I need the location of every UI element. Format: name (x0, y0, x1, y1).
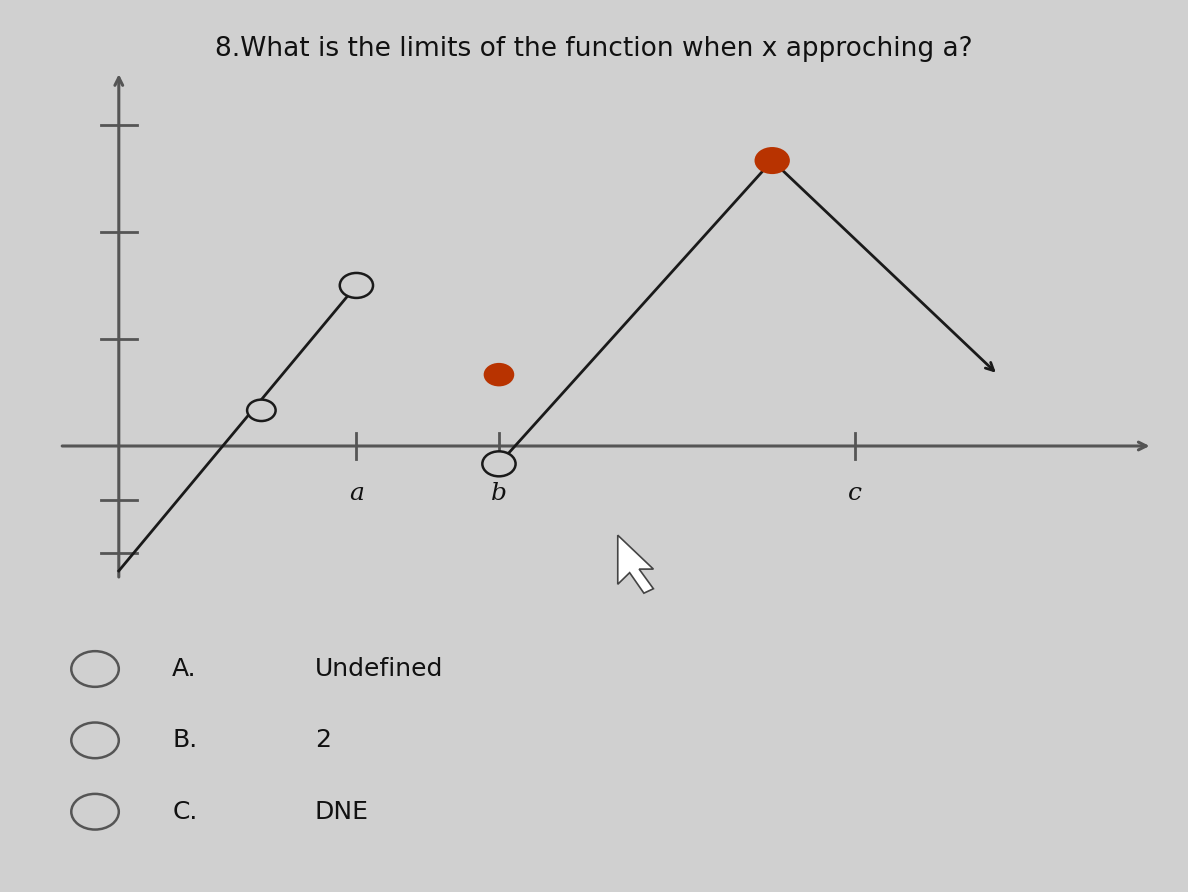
Text: C.: C. (172, 800, 197, 823)
Circle shape (247, 400, 276, 421)
Text: 2: 2 (315, 729, 330, 752)
Text: B.: B. (172, 729, 197, 752)
Text: a: a (349, 482, 364, 505)
Circle shape (340, 273, 373, 298)
Circle shape (756, 148, 789, 173)
Text: Undefined: Undefined (315, 657, 443, 681)
Circle shape (482, 451, 516, 476)
Text: 8.What is the limits of the function when x approching a?: 8.What is the limits of the function whe… (215, 36, 973, 62)
Circle shape (485, 364, 513, 385)
Text: A.: A. (172, 657, 197, 681)
Polygon shape (618, 535, 653, 593)
Text: DNE: DNE (315, 800, 368, 823)
Text: b: b (491, 482, 507, 505)
Text: c: c (848, 482, 862, 505)
